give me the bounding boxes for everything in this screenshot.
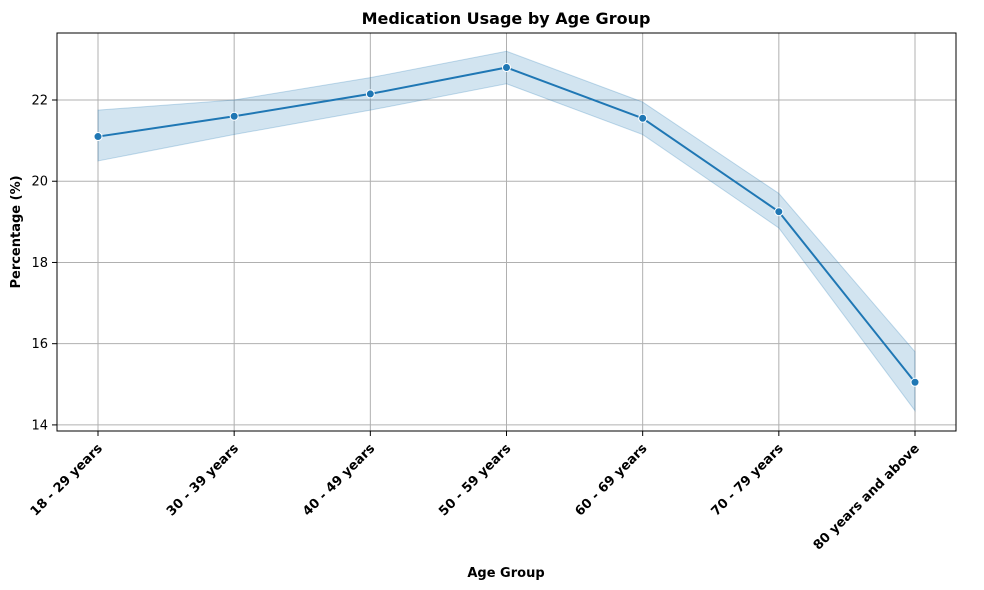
x-tick-label: 40 - 49 years	[300, 441, 378, 519]
x-tick-label: 80 years and above	[811, 441, 923, 553]
confidence-band	[97, 50, 916, 413]
y-tick-label: 20	[31, 175, 48, 190]
x-tick-label: 18 - 29 years	[28, 441, 106, 519]
data-point	[229, 111, 239, 121]
data-point	[638, 113, 648, 123]
y-tick-label: 14	[31, 418, 48, 433]
y-tick-label: 16	[31, 337, 48, 352]
x-tick-label: 60 - 69 years	[572, 441, 650, 519]
data-point	[365, 89, 375, 99]
x-tick-label: 50 - 59 years	[436, 441, 514, 519]
y-axis-ticks: 14 16 18 20 22	[31, 94, 57, 433]
data-point	[93, 132, 103, 142]
x-tick-label: 30 - 39 years	[164, 441, 242, 519]
data-point	[774, 207, 784, 217]
grid	[57, 33, 956, 431]
x-axis-ticks: 18 - 29 years 30 - 39 years 40 - 49 years 5…	[28, 431, 923, 553]
x-axis-label: Age Group	[467, 566, 544, 581]
y-axis-label: Percentage (%)	[9, 175, 24, 288]
y-tick-label: 22	[31, 94, 48, 109]
confidence-band-area	[97, 50, 916, 413]
data-point	[910, 377, 920, 387]
y-tick-label: 18	[31, 256, 48, 271]
x-tick-label: 70 - 79 years	[709, 441, 787, 519]
data-point	[502, 63, 511, 73]
chart-title: Medication Usage by Age Group	[362, 9, 651, 28]
data-points	[93, 63, 920, 387]
